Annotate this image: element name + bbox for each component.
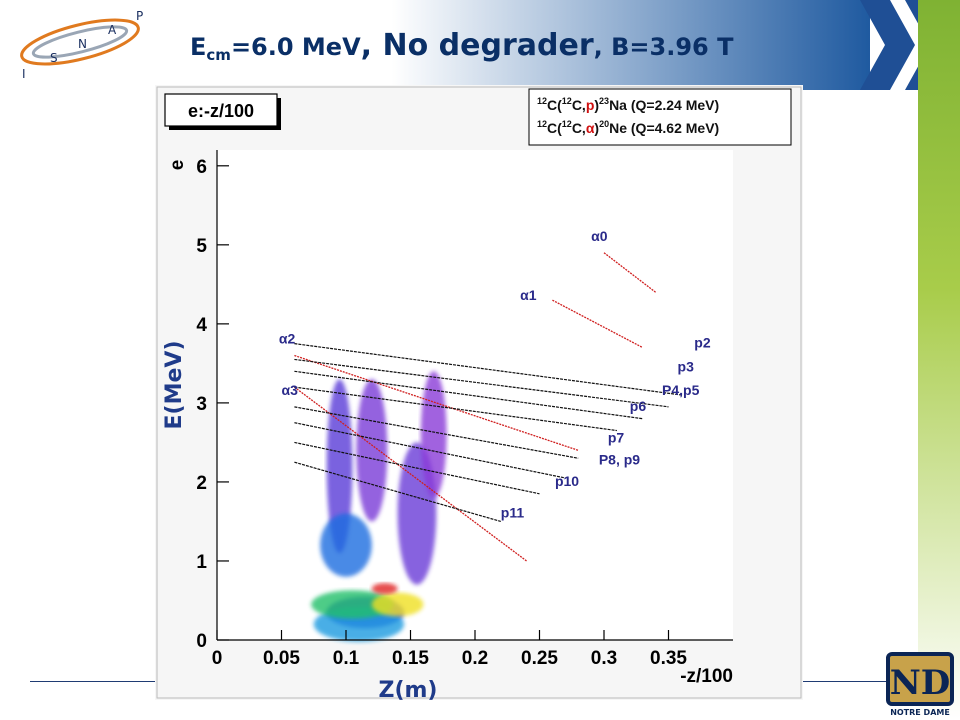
density-blob [371, 583, 398, 595]
band-label: α3 [282, 382, 299, 398]
data-bands [294, 252, 682, 562]
accent-bar [918, 0, 960, 720]
x-axis-overlay-label: Z(m) [379, 678, 438, 700]
logo-letter: N [78, 37, 87, 51]
x-ticks: 0 0.05 0.1 0.15 0.2 0.25 0.3 0.35 [212, 630, 687, 669]
legend-entry-p: 12C(12C,p)23Na (Q=2.24 MeV) [537, 96, 719, 113]
y-axis-title: e [167, 160, 188, 171]
alpha-band [294, 354, 579, 451]
density-blob [311, 590, 394, 619]
band-label: α0 [591, 228, 608, 244]
band-label: p10 [555, 473, 579, 489]
band-label: p2 [694, 335, 711, 351]
y-tick-label: 0 [196, 631, 207, 652]
notre-dame-logo: ND NOTRE DAME [886, 652, 954, 717]
density-heatmap [311, 371, 447, 642]
x-tick-label: 0.2 [462, 648, 488, 669]
density-blob [356, 379, 388, 522]
band-label: α1 [520, 287, 537, 303]
x-tick-label: 0.3 [591, 648, 617, 669]
x-tick-label: 0.05 [263, 648, 300, 669]
density-blob [420, 371, 447, 498]
x-tick-label: 0.25 [521, 648, 558, 669]
y-tick-label: 1 [196, 552, 207, 573]
proton-line [294, 386, 617, 432]
y-tick-label: 5 [196, 236, 207, 257]
x-tick-label: 0.1 [333, 648, 360, 669]
band-label: p3 [678, 358, 695, 374]
proton-line [294, 441, 540, 495]
density-blob [326, 379, 353, 554]
x-tick-label: 0.15 [392, 648, 429, 669]
density-blob [371, 592, 424, 617]
logo-letter: A [108, 23, 117, 37]
proton-line [294, 343, 682, 396]
svg-text:ND: ND [890, 663, 951, 703]
proton-line [294, 358, 669, 408]
slide-title: Ecm=6.0 MeV, No degrader, B=3.96 T [190, 28, 734, 64]
x-axis-title: -z/100 [680, 666, 733, 687]
y-tick-label: 3 [196, 394, 207, 415]
svg-text:NOTRE DAME: NOTRE DAME [890, 708, 950, 717]
logo-letter: P [136, 9, 143, 23]
proton-line [294, 406, 579, 459]
density-blob [320, 513, 372, 577]
y-tick-label: 2 [196, 473, 207, 494]
y-tick-label: 6 [196, 157, 207, 178]
legend-entry-alpha: 12C(12C,α)20Ne (Q=4.62 MeV) [537, 119, 719, 136]
chart-title: e:-z/100 [188, 101, 254, 121]
band-labels: α0 α1 α2 α3 p2 p3 P4,p5 p6 p7 P8, p9 p10 p11 [279, 228, 711, 521]
alpha-band [294, 386, 527, 562]
band-label: P8, p9 [599, 452, 640, 468]
proton-line [294, 422, 566, 479]
y-tick-label: 4 [196, 315, 207, 336]
band-label: p7 [608, 429, 625, 445]
alpha-band [603, 252, 656, 293]
band-label: p6 [630, 398, 647, 414]
logo-letter: I [22, 67, 26, 81]
band-label: P4,p5 [662, 382, 700, 398]
isnap-logo: I S N A P [20, 9, 143, 81]
x-tick-label: 0.35 [650, 648, 687, 669]
chart-legend: 12C(12C,p)23Na (Q=2.24 MeV) 12C(12C,α)20… [528, 88, 792, 146]
proton-line [294, 461, 501, 523]
band-label: α2 [279, 331, 296, 347]
logo-letter: S [50, 51, 58, 65]
y-axis-overlay-label: E(MeV) [162, 341, 187, 430]
y-ticks: 0 1 2 3 4 5 6 [196, 157, 229, 652]
alpha-band [552, 299, 644, 349]
plot-area [217, 150, 733, 640]
proton-line [294, 370, 643, 420]
x-tick-label: 0 [212, 648, 223, 669]
band-label: p11 [501, 505, 525, 521]
